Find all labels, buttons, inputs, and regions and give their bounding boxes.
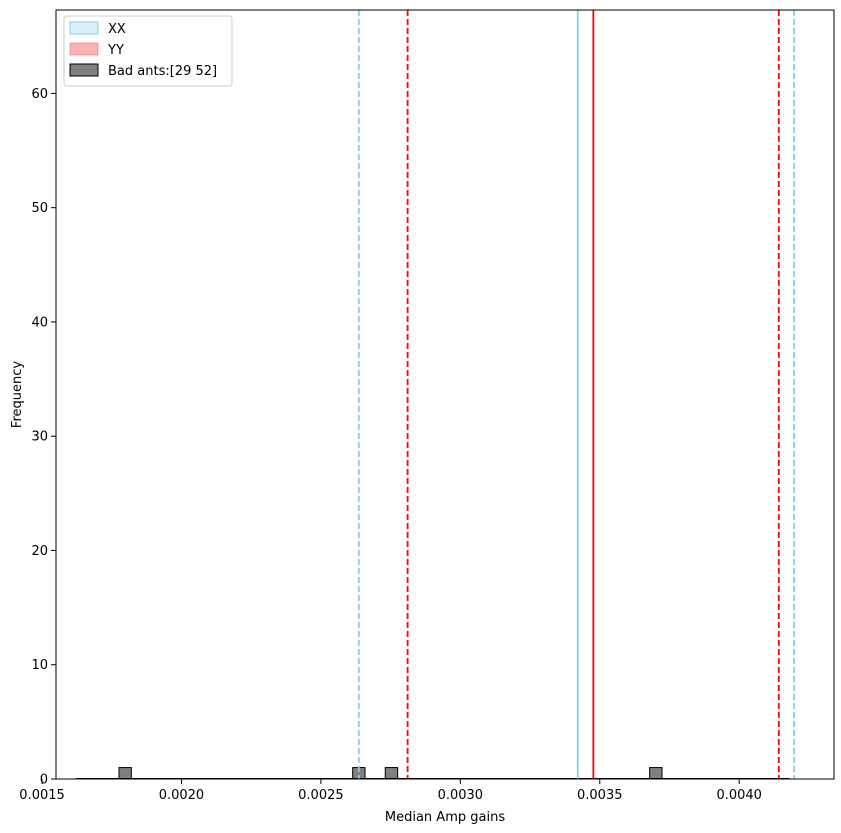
x-tick-label: 0.0015 [19, 788, 65, 803]
histogram-bar-bad-ants [118, 767, 132, 780]
plot-area [76, 10, 796, 780]
y-tick-label: 0 [40, 773, 48, 788]
histogram-bar-bad-ants [649, 767, 663, 780]
legend-swatch-xx [69, 21, 99, 35]
y-tick-label: 10 [31, 658, 48, 673]
legend-box [63, 15, 233, 87]
y-axis-ticks: 0 10 20 30 40 50 60 [31, 87, 56, 788]
x-tick-label: 0.0040 [716, 788, 762, 803]
legend: XX YY Bad ants:[29 52] [63, 15, 233, 87]
legend-label-yy: YY [107, 43, 124, 58]
y-tick-label: 50 [31, 201, 48, 216]
x-axis-label: Median Amp gains [385, 810, 505, 825]
y-tick-label: 30 [31, 430, 48, 445]
x-tick-label: 0.0025 [298, 788, 344, 803]
plot-frame [55, 9, 835, 780]
legend-label-bad-ants: Bad ants:[29 52] [108, 64, 217, 79]
legend-label-xx: XX [108, 22, 126, 37]
x-tick-label: 0.0020 [159, 788, 205, 803]
x-axis-ticks: 0.0015 0.0020 0.0025 0.0030 0.0035 0.0040 [19, 779, 762, 803]
x-tick-label: 0.0030 [438, 788, 484, 803]
reference-lines [357, 10, 796, 779]
legend-swatch-yy [69, 42, 99, 56]
y-axis-label: Frequency [10, 361, 25, 428]
x-tick-label: 0.0035 [577, 788, 623, 803]
y-tick-label: 60 [31, 87, 48, 102]
histogram-bar-bad-ants [384, 767, 399, 780]
y-tick-label: 20 [31, 544, 48, 559]
y-tick-label: 40 [31, 315, 48, 330]
legend-swatch-bad-ants [69, 63, 99, 77]
